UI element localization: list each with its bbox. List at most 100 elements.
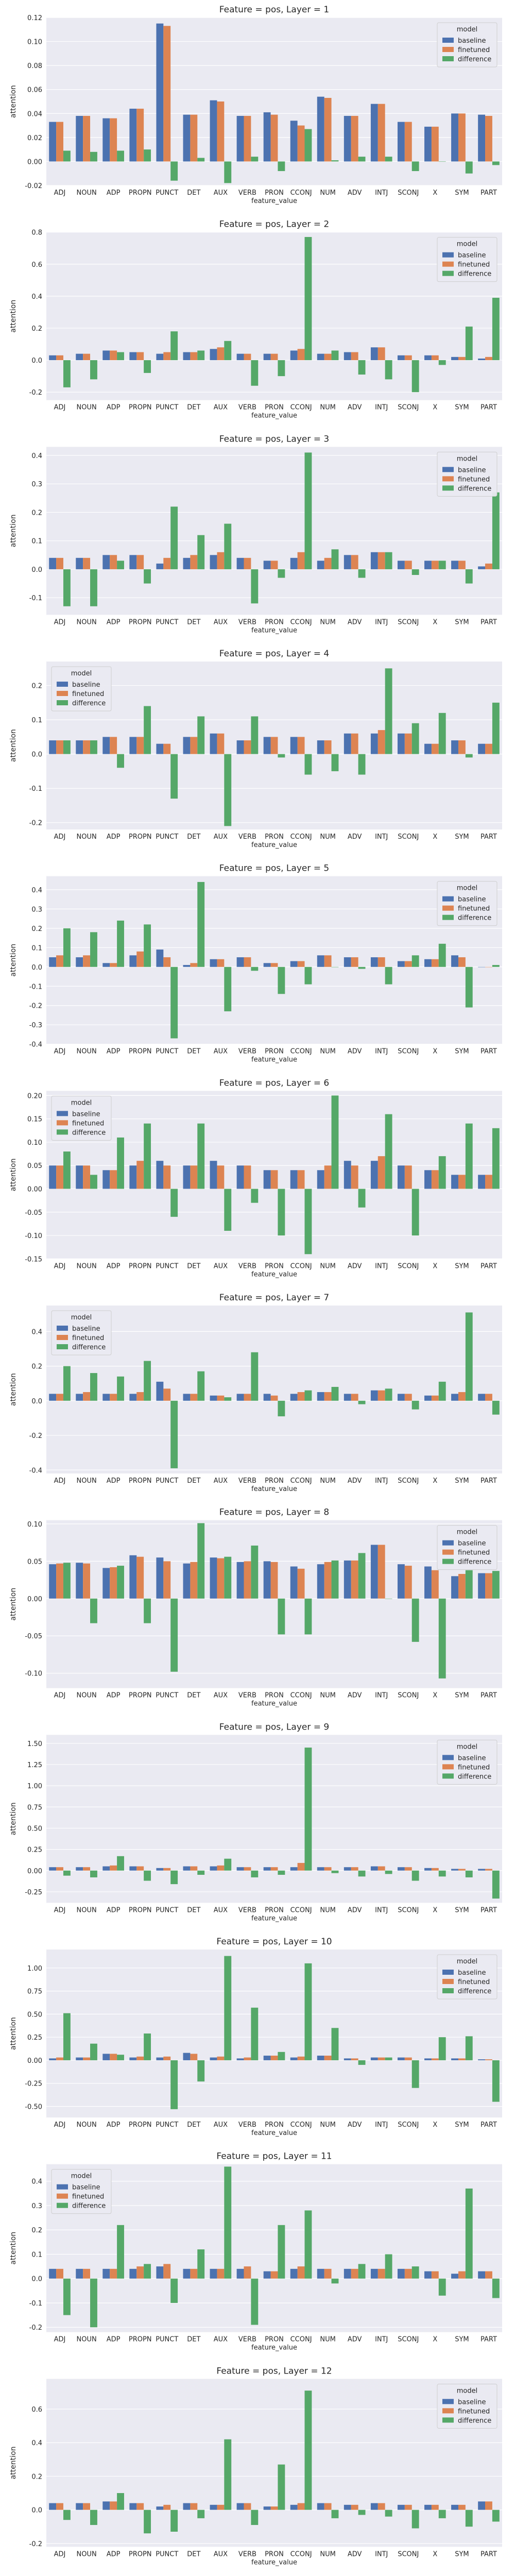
bar-baseline	[129, 352, 137, 361]
legend-box	[437, 1739, 497, 1785]
bar-baseline	[424, 743, 432, 754]
legend-entry: difference	[458, 485, 491, 493]
bar-finetuned	[270, 2055, 278, 2060]
x-tick-label: AUX	[214, 2336, 228, 2344]
y-tick-label: 0.04	[27, 110, 42, 118]
bar-baseline	[76, 1867, 83, 1871]
x-tick-label: PUNCT	[156, 189, 178, 197]
bar-baseline	[290, 2057, 298, 2060]
x-tick-label: PART	[480, 2121, 497, 2129]
x-tick-label: NOUN	[76, 1477, 96, 1485]
legend-swatch	[442, 38, 454, 43]
bar-baseline	[478, 358, 486, 361]
x-axis-label: feature_value	[251, 1056, 297, 1064]
bar-baseline	[129, 1866, 137, 1871]
bar-baseline	[317, 1867, 324, 1871]
y-tick-label: -0.2	[29, 389, 42, 397]
x-tick-label: DET	[187, 2336, 200, 2344]
x-tick-label: ADP	[107, 1477, 121, 1485]
x-tick-label: NOUN	[76, 2550, 96, 2558]
bar-difference	[358, 1870, 366, 1877]
bar-difference	[90, 2278, 97, 2328]
x-tick-label: CCONJ	[290, 2121, 312, 2129]
bar-finetuned	[110, 555, 117, 569]
legend-entry: baseline	[458, 1969, 486, 1977]
bar-finetuned	[270, 963, 278, 967]
bar-difference	[331, 160, 339, 162]
y-tick-label: 0.2	[31, 1363, 42, 1371]
x-tick-label: ADJ	[54, 1477, 66, 1485]
y-tick-label: -0.1	[29, 595, 42, 602]
x-tick-label: NOUN	[76, 2336, 96, 2344]
bar-baseline	[129, 1165, 137, 1189]
bar-finetuned	[324, 353, 332, 361]
bar-difference	[438, 2278, 446, 2296]
x-tick-label: ADP	[107, 833, 121, 841]
bar-finetuned	[377, 552, 385, 569]
x-tick-label: AUX	[214, 1906, 228, 1914]
legend-swatch	[442, 1773, 454, 1779]
y-tick-label: 0.08	[27, 62, 42, 70]
y-tick-label: 0.12	[27, 14, 42, 22]
bar-baseline	[397, 1867, 405, 1871]
x-tick-label: PART	[480, 404, 497, 412]
bar-finetuned	[297, 2056, 305, 2060]
bar-difference	[331, 549, 339, 569]
bar-difference	[144, 2033, 151, 2060]
bar-baseline	[424, 959, 432, 967]
bar-difference	[492, 1400, 500, 1415]
bar-difference	[278, 967, 285, 994]
bar-difference	[278, 2052, 285, 2060]
bar-difference	[385, 967, 392, 985]
y-axis-label: attention	[9, 1373, 18, 1406]
bar-finetuned	[136, 555, 144, 569]
legend-title: model	[71, 1314, 92, 1321]
bar-finetuned	[458, 2504, 466, 2510]
bar-difference	[411, 1400, 419, 1410]
bar-finetuned	[56, 2268, 63, 2279]
bar-baseline	[317, 2503, 324, 2510]
bar-finetuned	[351, 1867, 358, 1871]
x-tick-label: ADJ	[54, 2550, 66, 2558]
legend-entry: baseline	[458, 2398, 486, 2406]
bar-finetuned	[324, 1867, 332, 1871]
bar-baseline	[102, 2501, 110, 2510]
bar-baseline	[236, 1562, 244, 1599]
legend-entry: baseline	[72, 1325, 100, 1333]
x-tick-label: DET	[187, 618, 200, 626]
legend-swatch	[442, 47, 454, 52]
bar-baseline	[102, 737, 110, 754]
bar-difference	[358, 1400, 366, 1404]
bar-baseline	[102, 1568, 110, 1599]
bar-difference	[90, 2043, 97, 2060]
bar-finetuned	[163, 1868, 171, 1871]
bar-baseline	[76, 2503, 83, 2510]
bar-difference	[251, 1870, 259, 1877]
bar-difference	[224, 161, 232, 183]
x-tick-label: PROPN	[129, 618, 152, 626]
x-tick-label: CCONJ	[290, 1048, 312, 1056]
bar-baseline	[236, 1867, 244, 1871]
bar-finetuned	[136, 1556, 144, 1599]
bar-difference	[144, 924, 151, 967]
bar-baseline	[451, 561, 458, 569]
bar-finetuned	[431, 561, 439, 569]
bar-baseline	[424, 1868, 432, 1871]
chart-panel: Feature = pos, Layer = 11 -0.2 -0.1 0.0 0.1 0…	[9, 2151, 502, 2352]
bar-difference	[385, 2510, 392, 2517]
y-tick-label: 0.6	[31, 261, 42, 269]
bar-finetuned	[163, 1388, 171, 1401]
y-tick-label: 0.1	[31, 944, 42, 952]
legend-entry: difference	[72, 1344, 106, 1351]
bar-baseline	[370, 2268, 378, 2279]
bar-difference	[331, 1870, 339, 1873]
bar-difference	[197, 1123, 205, 1189]
bar-finetuned	[110, 1567, 117, 1599]
bar-finetuned	[83, 1165, 91, 1189]
x-tick-label: ADV	[348, 618, 362, 626]
legend-entry: finetuned	[72, 2193, 104, 2201]
bar-difference	[492, 702, 500, 754]
bar-finetuned	[136, 2503, 144, 2510]
bar-baseline	[478, 2059, 486, 2060]
bar-difference	[304, 1748, 312, 1871]
